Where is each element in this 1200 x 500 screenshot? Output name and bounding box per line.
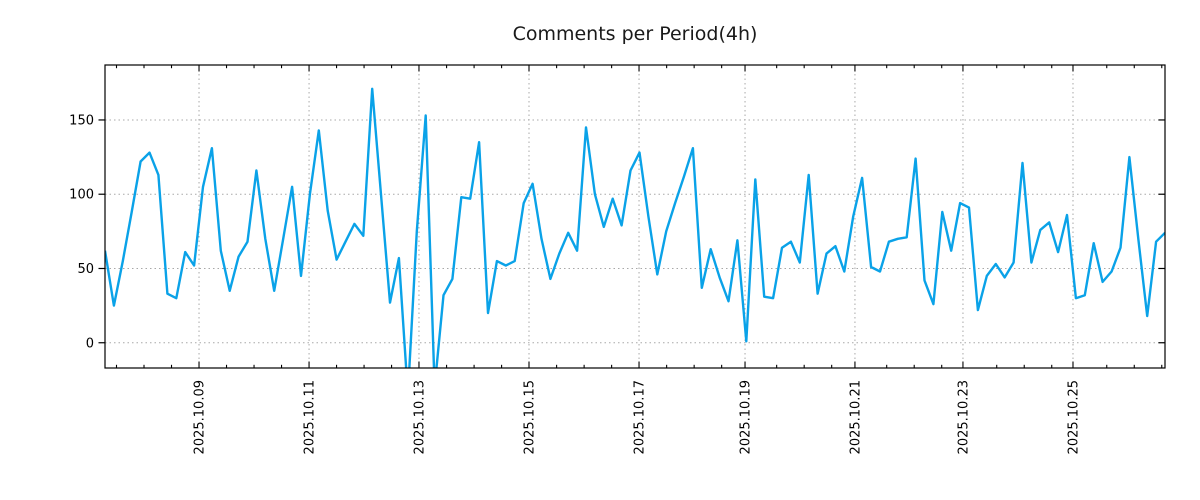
grid-layer — [105, 65, 1165, 368]
axis-layer — [98, 64, 1166, 369]
series-layer — [105, 87, 1165, 368]
label-layer: 0 50 100 150 2025.10.09 2025.10.11 2025.10.13 2… — [69, 113, 1081, 454]
y-tick-label: 0 — [86, 336, 94, 351]
y-tick-label: 150 — [69, 113, 94, 128]
plot-border — [104, 64, 1166, 369]
x-tick-label: 2025.10.13 — [412, 380, 427, 454]
x-tick-label: 2025.10.19 — [739, 380, 754, 454]
x-tick-label: 2025.10.15 — [523, 380, 538, 454]
comments-series-line — [105, 87, 1165, 368]
chart-title: Comments per Period(4h) — [513, 23, 758, 45]
x-tick-label: 2025.10.09 — [193, 380, 208, 454]
x-tick-label: 2025.10.17 — [633, 380, 648, 454]
y-tick-label: 100 — [69, 188, 94, 203]
y-tick-label: 50 — [77, 262, 94, 277]
x-tick-label: 2025.10.21 — [848, 380, 863, 454]
x-tick-label: 2025.10.11 — [303, 380, 318, 454]
x-tick-label: 2025.10.23 — [956, 380, 971, 454]
x-tick-label: 2025.10.25 — [1066, 380, 1081, 454]
